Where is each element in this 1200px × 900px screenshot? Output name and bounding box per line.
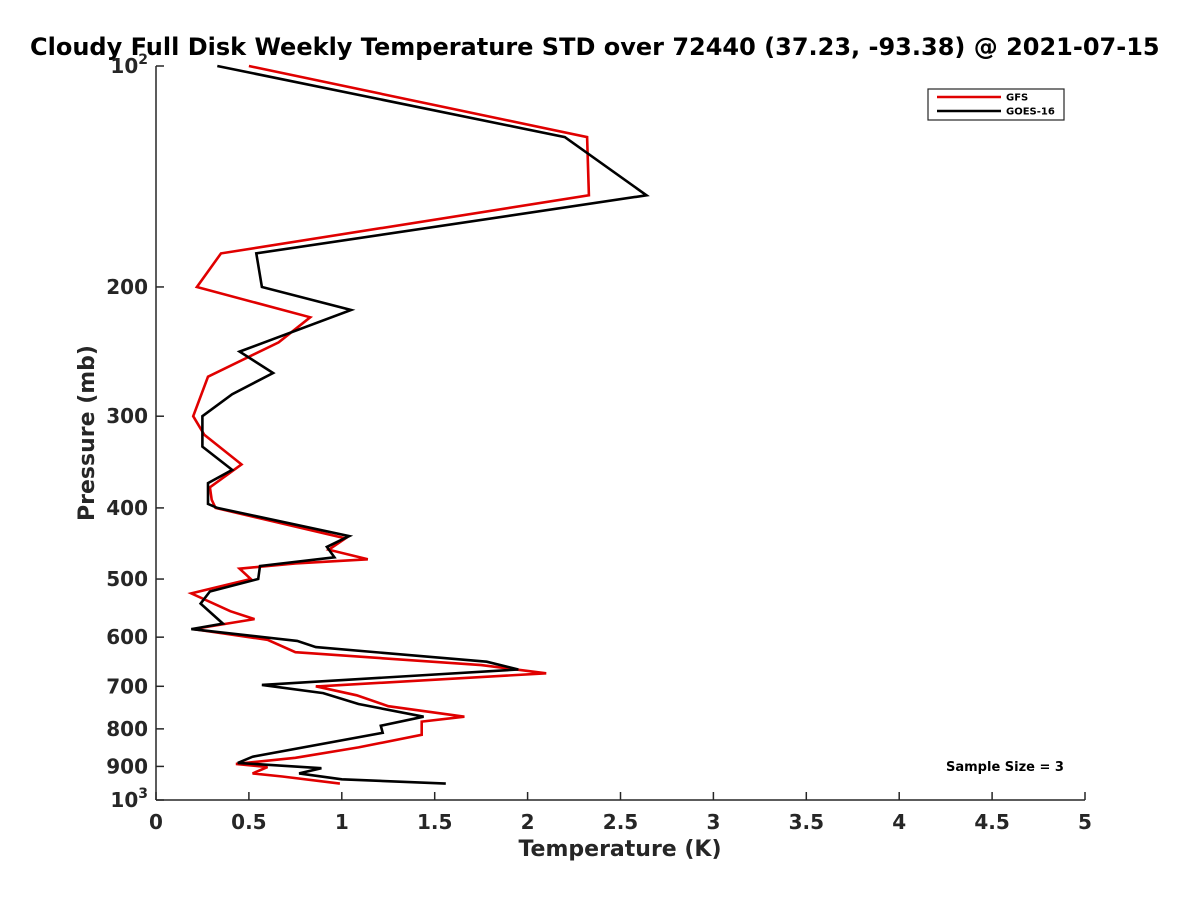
x-tick-label: 5 (1078, 810, 1092, 834)
x-axis-label: Temperature (K) (518, 837, 721, 862)
legend: GFS GOES-16 (927, 88, 1065, 121)
x-tick-label: 1 (335, 810, 349, 834)
sample-size-annotation: Sample Size = 3 (946, 760, 1064, 775)
x-axis-ticks: 0 0.5 1 1.5 2 2.5 3 3.5 4 4.5 5 (149, 792, 1092, 834)
y-tick-label: 800 (106, 717, 148, 741)
y-axis-ticks: 102 200 300 400 500 600 700 800 900 103 (106, 52, 164, 812)
x-tick-label: 2.5 (603, 810, 638, 834)
y-tick-label: 300 (106, 404, 148, 428)
legend-label: GOES-16 (1006, 107, 1055, 118)
y-tick-label: 400 (106, 496, 148, 520)
y-axis-label: Pressure (mb) (75, 345, 100, 521)
y-tick-label: 500 (106, 567, 148, 591)
x-tick-label: 4 (892, 810, 906, 834)
x-tick-label: 1.5 (417, 810, 452, 834)
y-tick-label: 102 (110, 52, 148, 78)
x-tick-label: 3 (706, 810, 720, 834)
y-tick-label: 200 (106, 275, 148, 299)
chart-title: Cloudy Full Disk Weekly Temperature STD … (30, 33, 1160, 61)
x-tick-label: 3.5 (789, 810, 824, 834)
x-tick-label: 4.5 (974, 810, 1009, 834)
plot-lines (187, 64, 650, 785)
y-tick-label: 600 (106, 625, 148, 649)
legend-box (927, 88, 1065, 121)
x-tick-label: 0.5 (231, 810, 266, 834)
x-tick-label: 0 (149, 810, 163, 834)
series-line-goes-16 (191, 64, 650, 785)
legend-label: GFS (1006, 93, 1028, 104)
y-tick-label: 900 (106, 754, 148, 778)
x-tick-label: 2 (521, 810, 535, 834)
series-line-gfs (187, 64, 591, 785)
y-tick-label: 103 (110, 786, 148, 812)
y-tick-label: 700 (106, 674, 148, 698)
